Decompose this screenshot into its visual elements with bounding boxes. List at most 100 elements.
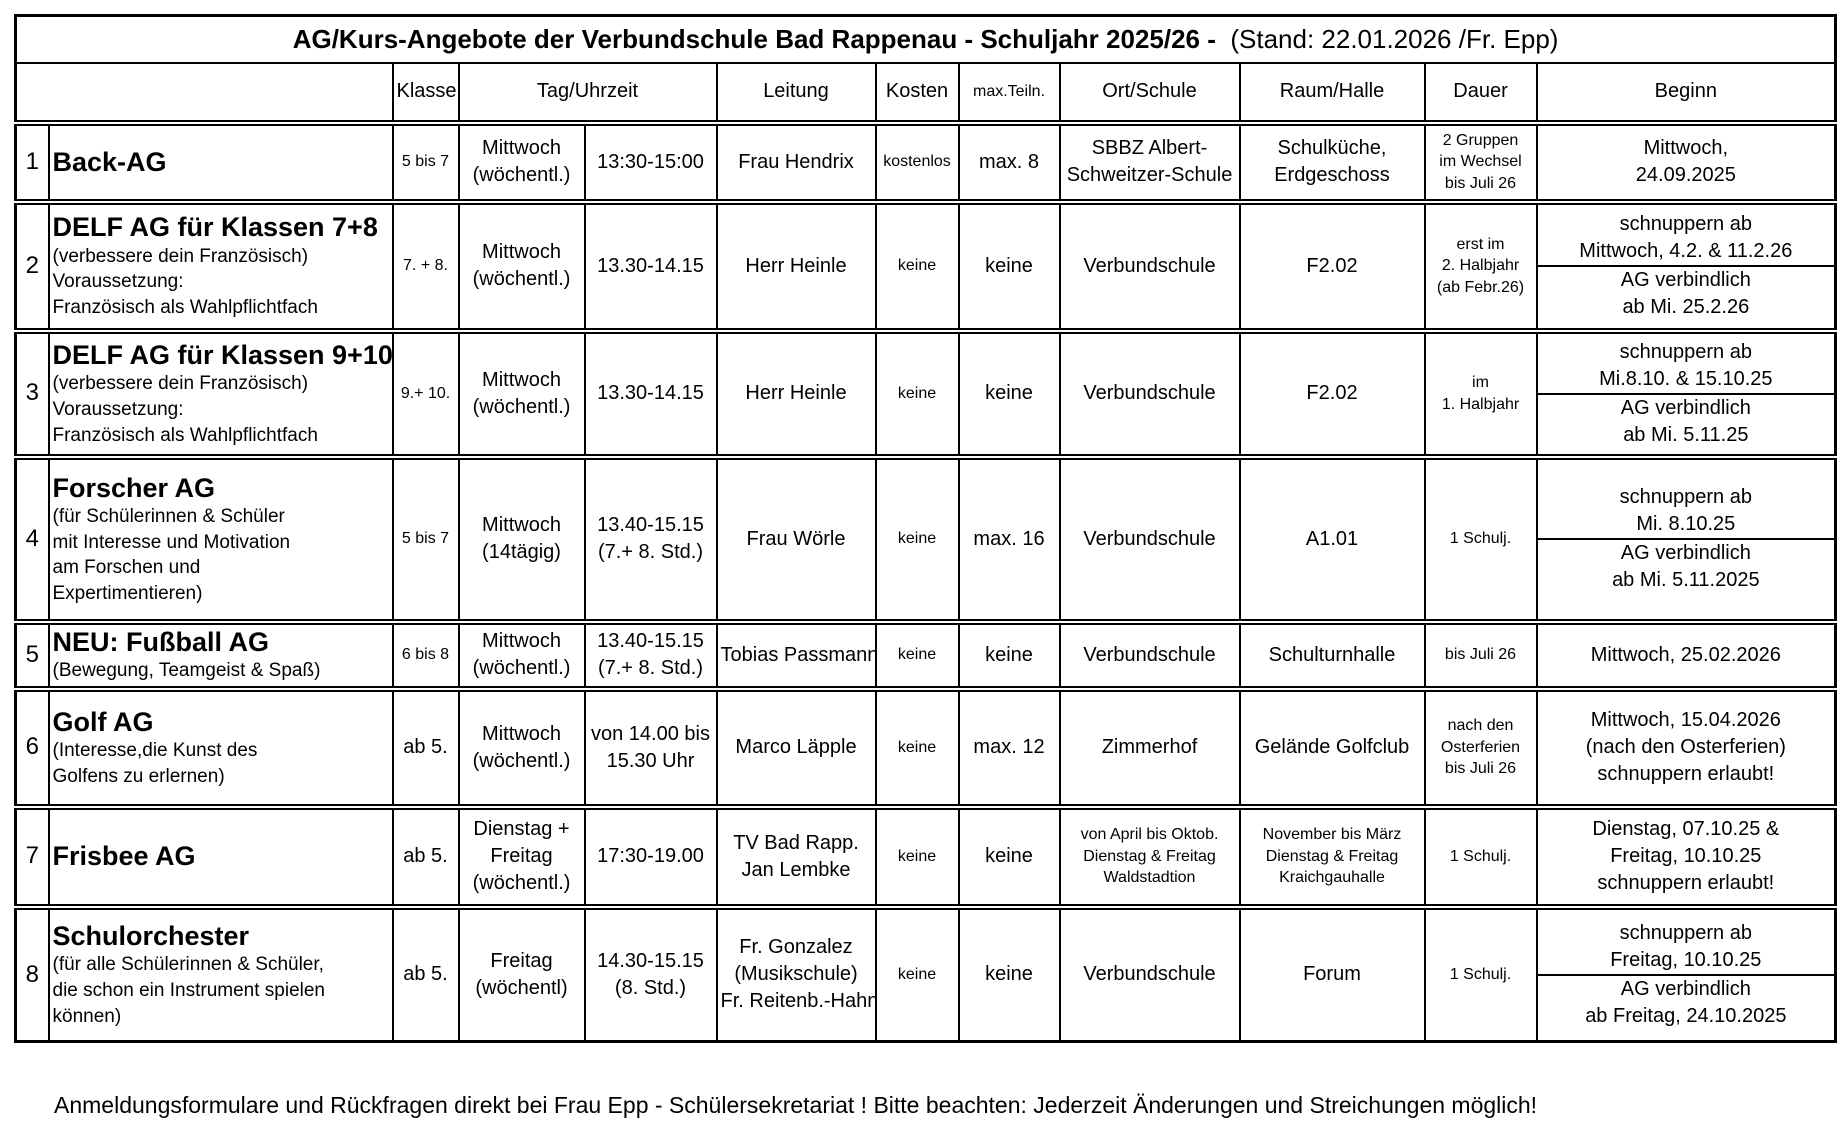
column-header: Tag/Uhrzeit — [457, 61, 718, 124]
raum-line: Dienstag & Freitag — [1265, 847, 1399, 865]
tag-line: (wöchentl.) — [472, 872, 571, 894]
zeit-line: 13:30-15:00 — [597, 150, 704, 173]
raum-line: A1.01 — [1305, 527, 1359, 550]
beginn-cell: schnuppern ab Mittwoch, 4.2. & 11.2.26 AG … — [1535, 198, 1837, 332]
klasse-cell: 9.+ 10. — [391, 327, 460, 458]
raum-line: Gelände Golfclub — [1254, 736, 1410, 758]
beginn-group: schnuppern ab Mi.8.10. & 15.10.25 — [1539, 339, 1834, 393]
raum-cell: November bis März Dienstag & Freitag Kraic… — [1238, 803, 1426, 908]
ort-line: Verbundschule — [1083, 643, 1216, 666]
beginn-cell: Dienstag, 07.10.25 & Freitag, 10.10.25 sch… — [1535, 803, 1837, 908]
raum-cell: Forum — [1238, 903, 1426, 1043]
course-description: die schon ein Instrument spielen — [52, 980, 326, 1002]
beginn-line: 24.09.2025 — [1635, 164, 1736, 186]
tag-line: Mittwoch — [482, 722, 561, 745]
beginn-cell: schnuppern ab Freitag, 10.10.25 AG verbind… — [1535, 903, 1837, 1043]
beginn-cell: Mittwoch, 15.04.2026 (nach den Osterferie… — [1535, 685, 1837, 808]
tag-line: Mittwoch — [482, 630, 561, 652]
raum-cell: F2.02 — [1238, 198, 1426, 332]
leitung-line: Jan Lembke — [741, 858, 851, 881]
max-cell: keine — [957, 803, 1061, 908]
beginn-line: AG verbindlich — [1620, 977, 1751, 1000]
zeit-line: 17:30-19.00 — [597, 845, 704, 867]
dauer-cell: nach den Osterferien bis Juli 26 — [1423, 685, 1538, 808]
course-description: am Forschen und — [52, 557, 201, 579]
beginn-cell: Mittwoch, 25.02.2026 — [1535, 618, 1837, 690]
course-name: Schulorchester — [52, 921, 250, 952]
beginn-group: Mittwoch, 24.09.2025 — [1539, 135, 1834, 189]
raum-line: November bis März — [1262, 826, 1402, 844]
dauer-cell: im 1. Halbjahr — [1423, 327, 1538, 458]
beginn-line: AG verbindlich — [1620, 542, 1751, 564]
beginn-cell: Mittwoch, 24.09.2025 — [1535, 119, 1837, 203]
dauer-line: bis Juli 26 — [1444, 646, 1517, 664]
column-header: Ort/Schule — [1058, 61, 1241, 124]
column-header: Raum/Halle — [1238, 61, 1426, 124]
row-number: 3 — [14, 327, 50, 458]
course-row: 3 DELF AG für Klassen 9+10 (verbessere dei… — [14, 327, 1837, 458]
leitung-cell: Herr Heinle — [715, 327, 877, 458]
dauer-line: 1. Halbjahr — [1441, 395, 1520, 413]
course-description: Expertimentieren) — [52, 582, 203, 604]
zeit-cell: 13:30-15:00 — [583, 119, 718, 203]
course-row: 6 Golf AG (Interesse,die Kunst des Golfens … — [14, 685, 1837, 808]
row-number: 5 — [14, 618, 50, 690]
klasse-line: 9.+ 10. — [400, 384, 451, 402]
title-cell: AG/Kurs-Angebote der Verbundschule Bad R… — [14, 14, 1837, 64]
klasse-line: 6 bis 8 — [401, 646, 450, 664]
course-row: 8 Schulorchester (für alle Schülerinnen & … — [14, 903, 1837, 1043]
tag-line: Dienstag + — [473, 818, 570, 840]
tag-line: (wöchentl) — [475, 976, 568, 999]
tag-line: Mittwoch — [482, 368, 561, 391]
row-number: 6 — [14, 685, 50, 808]
beginn-line: AG verbindlich — [1620, 396, 1751, 419]
kosten-cell: keine — [874, 803, 960, 908]
row-number: 4 — [14, 453, 50, 623]
tag-line: Freitag — [490, 845, 553, 867]
ort-cell: von April bis Oktob. Dienstag & Freitag Wa… — [1058, 803, 1241, 908]
leitung-cell: Tobias Passmann — [715, 618, 877, 690]
raum-line: Erdgeschoss — [1274, 164, 1390, 186]
header-row: Klasse Tag/Uhrzeit Leitung Kosten max.Teiln.… — [14, 61, 1837, 124]
beginn-line: ab Mi. 25.2.26 — [1622, 296, 1750, 318]
dauer-line: im Wechsel — [1439, 153, 1522, 171]
course-table: AG/Kurs-Angebote der Verbundschule Bad R… — [14, 14, 1838, 1043]
ort-line: von April bis Oktob. — [1080, 826, 1219, 844]
dauer-cell: bis Juli 26 — [1423, 618, 1538, 690]
max-line: keine — [985, 845, 1033, 867]
course-description: (Bewegung, Teamgeist & Spaß) — [52, 660, 321, 682]
tag-line: Mittwoch — [482, 514, 561, 536]
max-cell: keine — [957, 327, 1061, 458]
zeit-line: 15.30 Uhr — [606, 749, 695, 772]
dauer-line: im — [1472, 373, 1489, 391]
course-description: (für alle Schülerinnen & Schüler, — [52, 954, 324, 976]
kosten-cell: kostenlos — [874, 119, 960, 203]
zeit-cell: 13.40-15.15 (7.+ 8. Std.) — [583, 453, 718, 623]
max-cell: keine — [957, 198, 1061, 332]
klasse-line: ab 5. — [403, 736, 448, 758]
tag-cell: Freitag (wöchentl) — [457, 903, 586, 1043]
kosten-cell: keine — [874, 453, 960, 623]
leitung-cell: Frau Hendrix — [715, 119, 877, 203]
klasse-cell: 5 bis 7 — [391, 119, 460, 203]
table-body: AG/Kurs-Angebote der Verbundschule Bad R… — [14, 14, 1837, 1043]
beginn-line: schnuppern erlaubt! — [1597, 872, 1775, 894]
course-description: Voraussetzung: — [52, 271, 184, 293]
beginn-group: schnuppern ab Freitag, 10.10.25 — [1539, 920, 1834, 974]
course-description: mit Interesse und Motivation — [52, 531, 291, 553]
tag-line: (wöchentl.) — [472, 657, 571, 679]
ort-cell: Verbundschule — [1058, 903, 1241, 1043]
klasse-line: ab 5. — [403, 845, 448, 867]
leitung-cell: Frau Wörle — [715, 453, 877, 623]
zeit-line: (7.+ 8. Std.) — [597, 657, 704, 679]
beginn-line: Mittwoch, — [1643, 137, 1729, 159]
dauer-line: Osterferien — [1440, 738, 1521, 756]
beginn-group: AG verbindlich ab Mi. 5.11.2025 — [1538, 538, 1834, 594]
leitung-line: Marco Läpple — [735, 736, 857, 758]
course-row: 4 Forscher AG (für Schülerinnen & Schüler m… — [14, 453, 1837, 623]
course-name: Frisbee AG — [52, 841, 196, 872]
leitung-cell: Fr. Gonzalez (Musikschule) Fr. Reitenb.-Ha… — [715, 903, 877, 1043]
course-name: Golf AG — [52, 706, 154, 737]
leitung-cell: TV Bad Rapp. Jan Lembke — [715, 803, 877, 908]
zeit-cell: 13.40-15.15 (7.+ 8. Std.) — [583, 618, 718, 690]
